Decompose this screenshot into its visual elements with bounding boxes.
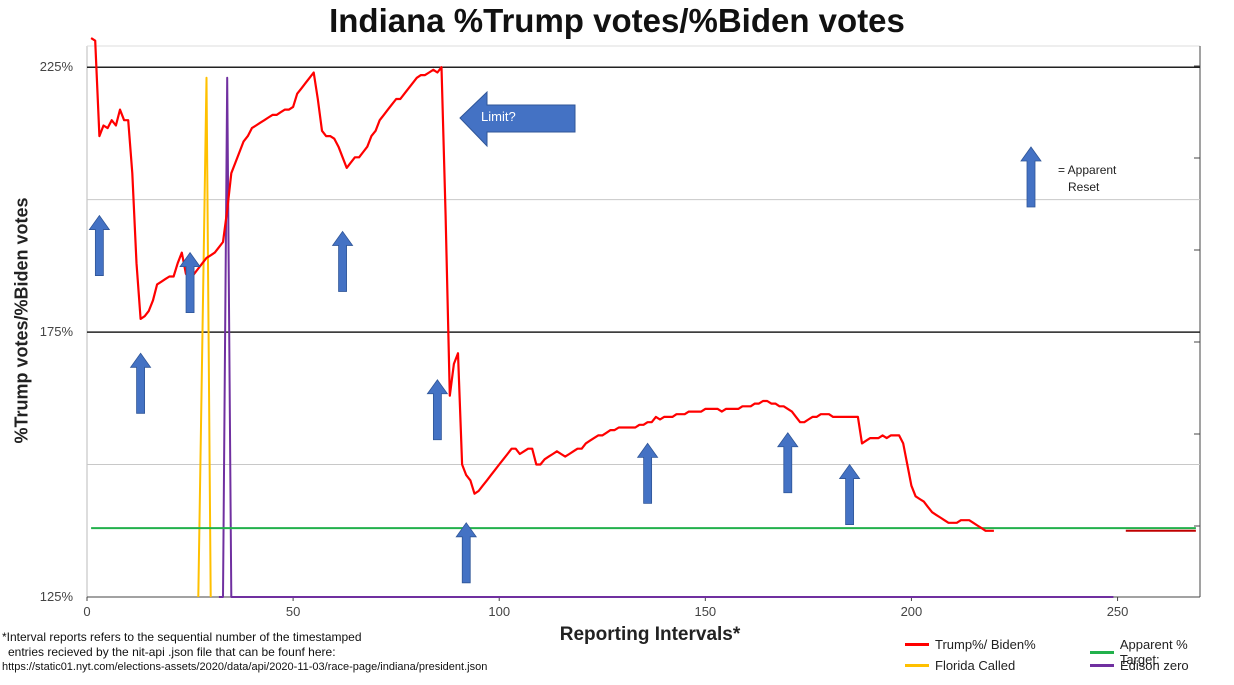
reset-arrow (838, 463, 861, 525)
series-edison-zero (218, 76, 1114, 598)
limit-arrow-label: Limit? (481, 109, 516, 124)
reset-arrow (179, 251, 201, 314)
plot-frame (86, 45, 1201, 598)
legend-label-edison-zero: Edison zero (1120, 658, 1189, 673)
annotations (459, 90, 1042, 208)
x-tick-label: 0 (83, 604, 90, 619)
legend-swatch-apparent-target (1090, 650, 1114, 654)
x-tick-label: 100 (488, 604, 510, 619)
footnote-line-2: entries recieved by the nit-api .json fi… (8, 645, 336, 659)
reset-arrow (455, 522, 478, 584)
reset-arrow (88, 214, 111, 276)
reset-arrow (636, 442, 659, 504)
footnote: *Interval reports refers to the sequenti… (2, 630, 602, 675)
reset-arrow (129, 352, 152, 414)
y-tick-label: 125% (40, 589, 74, 604)
x-tick-label: 200 (901, 604, 923, 619)
legend-swatch-trump-biden (905, 643, 929, 646)
legend-item-trump-biden: Trump%/ Biden% (905, 637, 1036, 652)
x-tick-label: 150 (694, 604, 716, 619)
reset-key-arrow (1020, 146, 1042, 208)
y-tick-label: 225% (40, 59, 74, 74)
legend-item-edison-zero: Edison zero (1090, 658, 1189, 673)
reset-arrow (777, 432, 799, 494)
x-tick-label: 250 (1107, 604, 1129, 619)
reset-arrow (426, 379, 449, 441)
reset-key-label: = Apparent Reset (1058, 162, 1116, 196)
axis-ticks: 125% 175% 225% 0 50 100 150 200 250 (40, 59, 1129, 619)
legend-label-apparent-target: Apparent % Target: (1119, 637, 1188, 667)
series-florida-called (197, 76, 212, 598)
y-axis-title: %Trump votes/%Biden votes (11, 197, 32, 444)
footnote-url: https://static01.nyt.com/elections-asset… (2, 661, 488, 673)
footnote-line-1: *Interval reports refers to the sequenti… (2, 630, 362, 644)
series-layer (90, 37, 1196, 598)
reset-arrows (88, 214, 861, 584)
legend-label-trump-biden: Trump%/ Biden% (935, 637, 1036, 652)
x-tick-label: 50 (286, 604, 300, 619)
legend-swatch-florida-called (905, 664, 929, 667)
reset-key-label-line2: Reset (1068, 180, 1100, 194)
legend-label-florida-called: Florida Called (935, 658, 1016, 673)
reset-arrow (331, 230, 354, 292)
legend-item-florida-called: Florida Called (905, 658, 1015, 673)
limit-arrow (459, 90, 576, 148)
legend-swatch-edison-zero (1090, 664, 1114, 667)
chart-title: Indiana %Trump votes/%Biden votes (329, 2, 905, 39)
series-trump-biden (90, 37, 994, 532)
y-tick-label: 175% (40, 324, 74, 339)
x-axis-title: Reporting Intervals* (559, 624, 741, 645)
legend-item-apparent-target: Apparent % Target: (1090, 637, 1230, 667)
reset-key-label-line1: = Apparent (1058, 163, 1117, 177)
